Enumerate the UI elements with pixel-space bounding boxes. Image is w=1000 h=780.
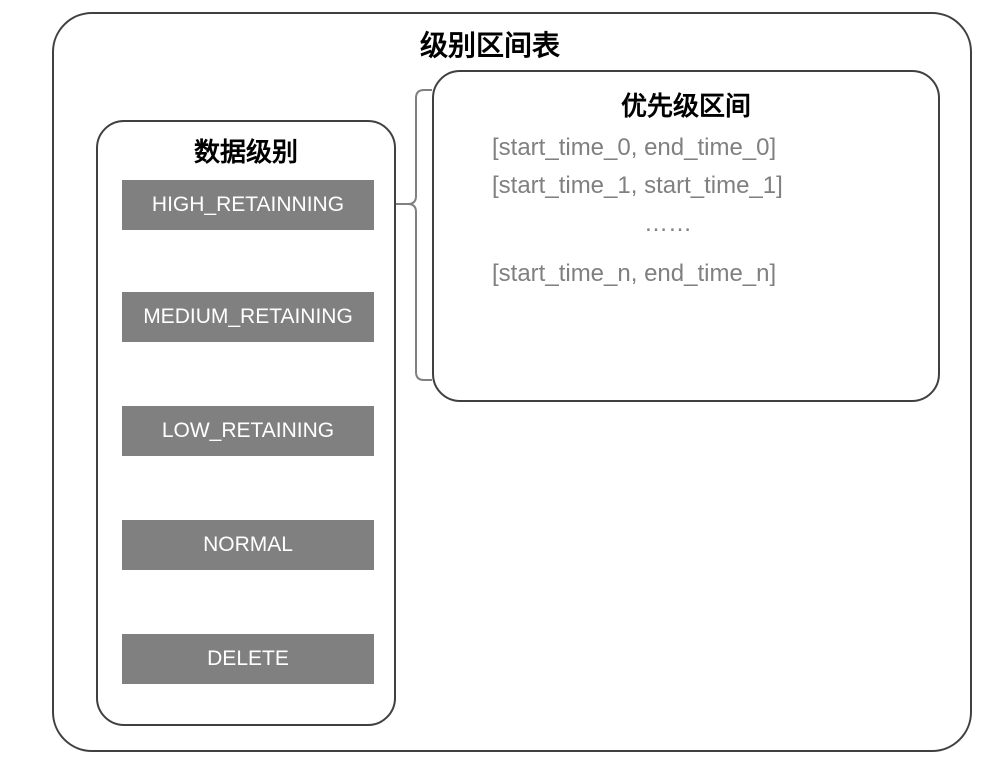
data-level-box: 数据级别 HIGH_RETAINNING MEDIUM_RETAINING LOW_…: [96, 120, 396, 726]
priority-interval-item: [start_time_0, end_time_0]: [492, 134, 776, 162]
diagram-title: 级别区间表: [420, 24, 560, 64]
data-level-title: 数据级别: [98, 132, 394, 169]
priority-interval-box: 优先级区间 [start_time_0, end_time_0] [start_t…: [432, 70, 940, 402]
data-level-item: NORMAL: [122, 520, 374, 570]
data-level-item: MEDIUM_RETAINING: [122, 292, 374, 342]
data-level-item: HIGH_RETAINNING: [122, 180, 374, 230]
data-level-item: LOW_RETAINING: [122, 406, 374, 456]
priority-interval-title: 优先级区间: [434, 86, 938, 123]
data-level-item: DELETE: [122, 634, 374, 684]
priority-interval-item: ……: [644, 210, 692, 238]
priority-interval-item: [start_time_1, start_time_1]: [492, 172, 783, 200]
priority-interval-item: [start_time_n, end_time_n]: [492, 260, 776, 288]
